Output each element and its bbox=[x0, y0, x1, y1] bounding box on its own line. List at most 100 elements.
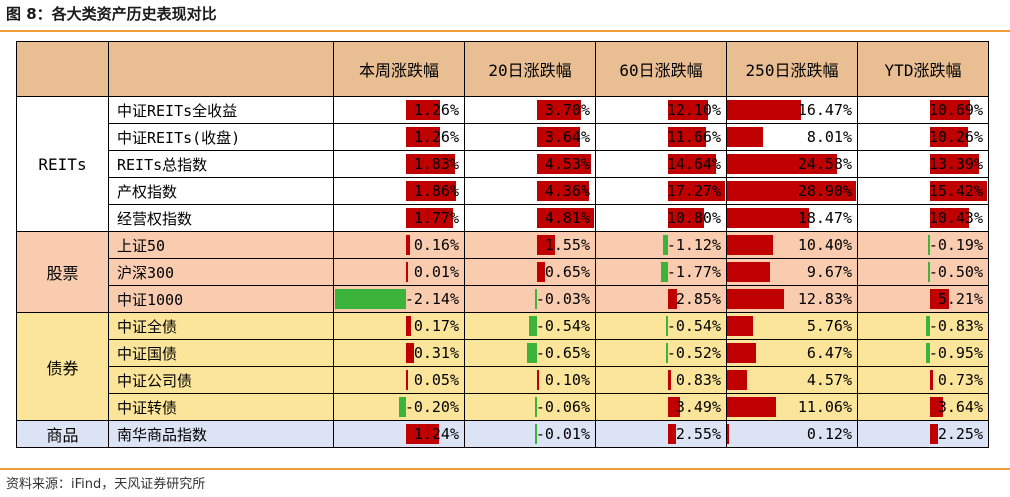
value-label: 0.65% bbox=[544, 263, 590, 281]
value-cell: -0.01% bbox=[464, 420, 596, 448]
value-cell: 0.73% bbox=[857, 366, 989, 394]
value-label: 6.47% bbox=[806, 344, 852, 362]
positive-bar bbox=[727, 100, 801, 120]
positive-bar bbox=[727, 181, 856, 201]
value-cell: -0.95% bbox=[857, 339, 989, 367]
value-cell: 3.64% bbox=[857, 393, 989, 421]
footer-divider bbox=[0, 468, 1010, 470]
value-label: 14.64% bbox=[666, 155, 721, 173]
positive-bar bbox=[406, 262, 408, 282]
value-label: 0.17% bbox=[413, 317, 459, 335]
value-label: 2.55% bbox=[675, 425, 721, 443]
positive-bar bbox=[727, 208, 810, 228]
value-cell: 4.57% bbox=[726, 366, 858, 394]
table-row: 中证国债 0.31% -0.65% -0.52% 6.47% -0.95% bbox=[16, 339, 989, 367]
group-label: 债券 bbox=[16, 312, 109, 421]
value-label: 12.83% bbox=[797, 290, 852, 308]
positive-bar bbox=[727, 154, 837, 174]
index-name: 中证国债 bbox=[108, 339, 334, 367]
value-cell: 5.21% bbox=[857, 285, 989, 313]
negative-bar bbox=[665, 343, 668, 363]
value-label: 10.69% bbox=[928, 101, 983, 119]
value-cell: -2.14% bbox=[333, 285, 465, 313]
positive-bar bbox=[537, 208, 594, 228]
value-label: 13.39% bbox=[928, 155, 983, 173]
value-label: 9.67% bbox=[806, 263, 852, 281]
positive-bar bbox=[930, 370, 933, 390]
value-cell: 9.67% bbox=[726, 258, 858, 286]
table-row: REITs 中证REITs全收益 1.26% 3.70% 12.10% 16.47% 10.… bbox=[16, 96, 989, 232]
value-label: 3.70% bbox=[544, 101, 590, 119]
table-row: 中证REITs(收盘) 1.26% 3.64% 11.66% 8.01% 10.26% bbox=[16, 123, 989, 151]
value-cell: 0.01% bbox=[333, 258, 465, 286]
value-cell: 0.17% bbox=[333, 312, 465, 340]
value-cell: 2.55% bbox=[595, 420, 727, 448]
value-cell: 18.47% bbox=[726, 204, 858, 232]
negative-bar bbox=[665, 316, 668, 336]
table-body: REITs 中证REITs全收益 1.26% 3.70% 12.10% 16.47% 10.… bbox=[16, 96, 989, 448]
positive-bar bbox=[668, 370, 671, 390]
table-row: 商品 南华商品指数 1.24% -0.01% 2.55% 0.12% 2.25% bbox=[16, 420, 989, 448]
negative-bar bbox=[927, 262, 930, 282]
value-cell: 10.43% bbox=[857, 204, 989, 232]
value-cell: 10.80% bbox=[595, 204, 727, 232]
figure-title: 图 8：各大类资产历史表现对比 bbox=[6, 5, 217, 23]
negative-bar bbox=[527, 343, 537, 363]
negative-bar bbox=[535, 424, 537, 444]
source-note: 资料来源：iFind，天风证券研究所 bbox=[6, 477, 206, 492]
index-name: 中证全债 bbox=[108, 312, 334, 340]
value-label: 0.73% bbox=[937, 371, 983, 389]
positive-bar bbox=[537, 154, 591, 174]
table-row: 中证公司债 0.05% 0.10% 0.83% 4.57% 0.73% bbox=[16, 366, 989, 394]
value-cell: 15.42% bbox=[857, 177, 989, 205]
value-cell: 12.10% bbox=[595, 96, 727, 124]
negative-bar bbox=[535, 289, 537, 309]
positive-bar bbox=[537, 235, 556, 255]
value-cell: 6.47% bbox=[726, 339, 858, 367]
value-cell: -0.50% bbox=[857, 258, 989, 286]
value-label: -1.77% bbox=[666, 263, 721, 281]
value-cell: 0.10% bbox=[464, 366, 596, 394]
value-label: 0.10% bbox=[544, 371, 590, 389]
positive-bar bbox=[406, 235, 411, 255]
group-label: REITs bbox=[16, 96, 109, 232]
positive-bar bbox=[930, 100, 970, 120]
value-label: 11.66% bbox=[666, 128, 721, 146]
value-cell: -0.03% bbox=[464, 285, 596, 313]
negative-bar bbox=[925, 343, 930, 363]
index-name: 经营权指数 bbox=[108, 204, 334, 232]
value-cell: 1.83% bbox=[333, 150, 465, 178]
value-label: 1.77% bbox=[413, 209, 459, 227]
positive-bar bbox=[930, 181, 987, 201]
value-label: 0.83% bbox=[675, 371, 721, 389]
value-cell: -1.77% bbox=[595, 258, 727, 286]
value-cell: 3.64% bbox=[464, 123, 596, 151]
value-label: 5.21% bbox=[937, 290, 983, 308]
value-cell: 24.58% bbox=[726, 150, 858, 178]
column-header: YTD涨跌幅 bbox=[857, 41, 989, 97]
table-row: 中证转债 -0.20% -0.06% 3.49% 11.06% 3.64% bbox=[16, 393, 989, 421]
value-label: 17.27% bbox=[666, 182, 721, 200]
value-label: -0.95% bbox=[928, 344, 983, 362]
value-cell: 5.76% bbox=[726, 312, 858, 340]
index-name: 沪深300 bbox=[108, 258, 334, 286]
value-cell: -0.54% bbox=[595, 312, 727, 340]
positive-bar bbox=[406, 316, 411, 336]
positive-bar bbox=[668, 424, 677, 444]
value-label: -0.54% bbox=[535, 317, 590, 335]
negative-bar bbox=[663, 235, 668, 255]
value-cell: 10.26% bbox=[857, 123, 989, 151]
value-label: 8.01% bbox=[806, 128, 852, 146]
positive-bar bbox=[406, 343, 415, 363]
table-row: 经营权指数 1.77% 4.81% 10.80% 18.47% 10.43% bbox=[16, 204, 989, 232]
value-label: -1.12% bbox=[666, 236, 721, 254]
index-name: 南华商品指数 bbox=[108, 420, 334, 448]
value-cell: -0.19% bbox=[857, 231, 989, 259]
value-label: 3.64% bbox=[544, 128, 590, 146]
positive-bar bbox=[537, 181, 589, 201]
positive-bar bbox=[727, 262, 771, 282]
value-label: 4.57% bbox=[806, 371, 852, 389]
value-label: 2.25% bbox=[937, 425, 983, 443]
column-header: 20日涨跌幅 bbox=[464, 41, 596, 97]
value-label: 12.10% bbox=[666, 101, 721, 119]
